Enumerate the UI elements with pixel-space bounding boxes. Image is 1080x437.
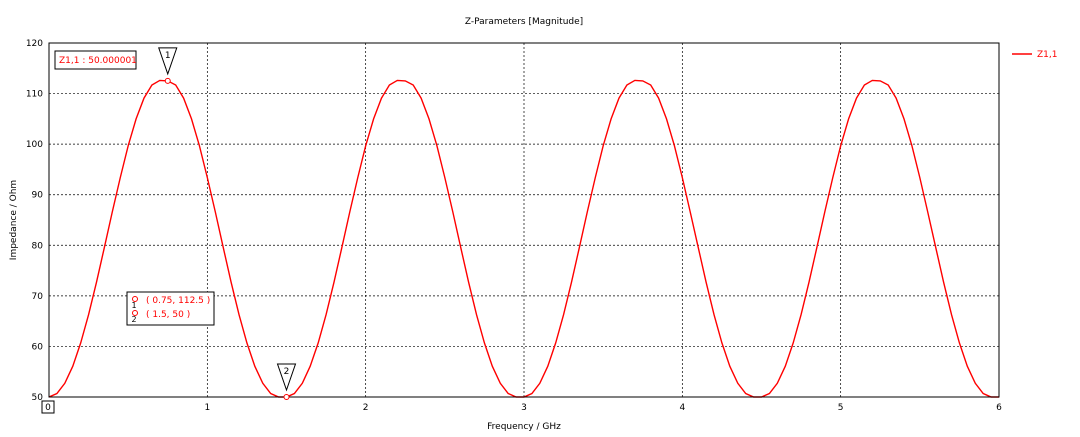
legend: Z1,1	[1012, 50, 1057, 60]
readout-marker-number: 2	[131, 315, 136, 324]
x-tick-label: 4	[679, 403, 685, 413]
readout-value: ( 1.5, 50 )	[146, 310, 190, 320]
marker-readout-box: 1 ( 0.75, 112.5 ) 2 ( 1.5, 50 )	[126, 291, 215, 326]
y-tick-label: 50	[32, 393, 44, 403]
y-tick-label: 70	[32, 292, 44, 302]
readout-marker-icon	[132, 310, 138, 316]
readout-marker-icon	[132, 296, 138, 302]
x-tick-label: 2	[363, 403, 369, 413]
y-tick-label: 60	[32, 342, 44, 352]
x-cursor-box: 0	[41, 400, 55, 414]
marker-point	[283, 394, 290, 400]
grid-lines	[49, 43, 999, 397]
x-cursor-label: 0	[45, 403, 51, 413]
chart-title: Z-Parameters [Magnitude]	[465, 17, 583, 27]
y-tick-label: 110	[26, 90, 43, 100]
x-tick-label: 3	[521, 403, 527, 413]
y-tick-label: 80	[32, 241, 44, 251]
value-annotation-text: Z1,1 : 50.000001	[59, 56, 137, 66]
marker-flag	[276, 363, 297, 392]
x-tick-label: 6	[996, 403, 1002, 413]
marker-point	[164, 77, 171, 84]
marker-label: 1	[165, 51, 171, 61]
readout-marker-number: 1	[131, 301, 136, 310]
y-axis-label: Impedance / Ohm	[9, 180, 19, 260]
value-annotation-box: Z1,1 : 50.000001	[54, 50, 137, 70]
readout-value: ( 0.75, 112.5 )	[146, 296, 210, 306]
marker-flag	[158, 47, 178, 76]
y-axis-ticks: 50 60 70 80 90 100 110 120	[26, 39, 43, 403]
marker-layer: 12	[158, 47, 297, 400]
marker-label: 2	[284, 367, 290, 377]
x-axis-label: Frequency / GHz	[487, 422, 561, 432]
readout-box-frame	[126, 291, 215, 326]
y-tick-label: 90	[32, 191, 44, 201]
x-axis-ticks: 1 2 3 4 5 6	[204, 403, 1002, 413]
plot-frame	[48, 42, 1000, 398]
x-tick-label: 5	[838, 403, 844, 413]
x-tick-label: 1	[204, 403, 210, 413]
y-tick-label: 100	[26, 140, 43, 150]
legend-item-label: Z1,1	[1037, 50, 1057, 60]
y-tick-label: 120	[26, 39, 43, 49]
